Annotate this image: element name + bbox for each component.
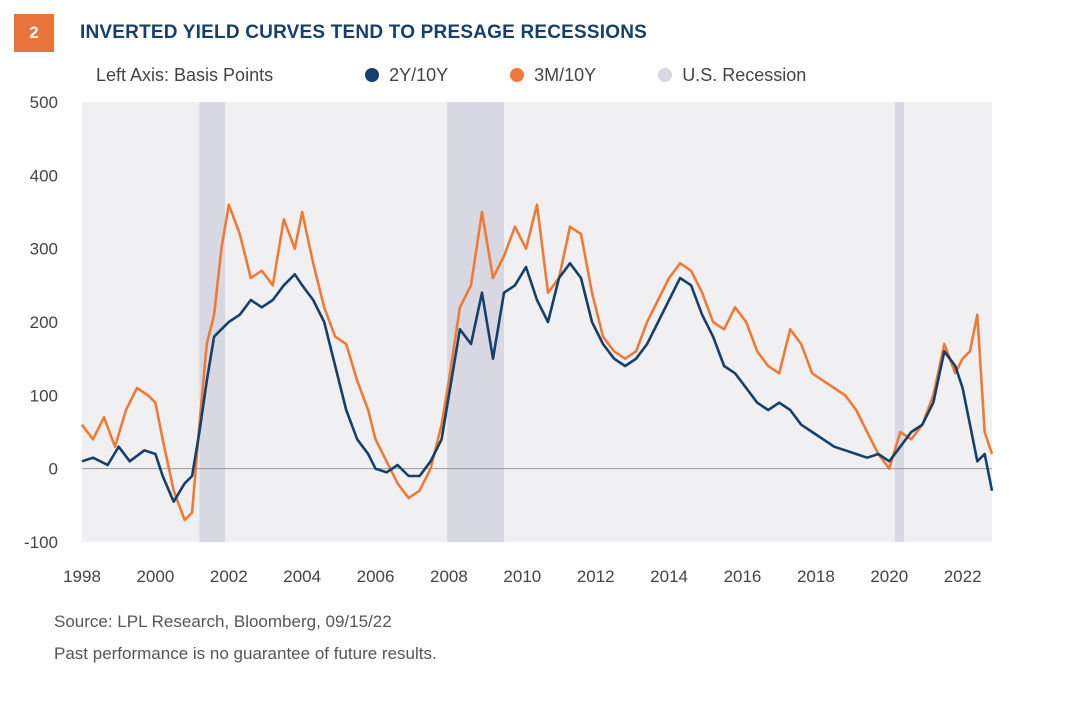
y-tick-label: 200 (30, 313, 58, 332)
x-tick-label: 2000 (136, 567, 174, 586)
x-tick-label: 2014 (650, 567, 688, 586)
series-line-3m10y (80, 203, 994, 522)
x-tick-label: 2022 (944, 567, 982, 586)
legend-swatch-recession (658, 68, 673, 82)
legend-label-3m10y: 3M/10Y (534, 64, 597, 85)
y-tick-label: 400 (30, 166, 58, 185)
x-tick-label: 2020 (870, 567, 908, 586)
source-note: Source: LPL Research, Bloomberg, 09/15/2… (54, 612, 392, 631)
recession-band (894, 102, 904, 542)
y-tick-label: 100 (30, 386, 58, 405)
legend-item-recession: U.S. Recession (658, 65, 806, 86)
x-tick-label: 2006 (357, 567, 395, 586)
legend-swatch-3m10y (510, 68, 525, 82)
chart-title: INVERTED YIELD CURVES TEND TO PRESAGE RE… (80, 22, 648, 43)
x-tick-label: 2012 (577, 567, 615, 586)
x-tick-label: 2002 (210, 567, 248, 586)
x-tick-label: 2018 (797, 567, 835, 586)
x-tick-label: 2016 (724, 567, 762, 586)
x-tick-label: 1998 (63, 567, 101, 586)
legend-item-3m10y: 3M/10Y (510, 65, 596, 86)
legend-swatch-2y10y (365, 68, 380, 82)
y-tick-label: 300 (30, 240, 58, 259)
figure-number-badge: 2 (14, 14, 54, 52)
x-tick-label: 2010 (503, 567, 541, 586)
legend-item-2y10y: 2Y/10Y (365, 65, 448, 86)
x-tick-label: 2004 (283, 567, 321, 586)
y-tick-label: 0 (49, 460, 58, 479)
legend-label-2y10y: 2Y/10Y (389, 64, 449, 85)
y-tick-label: -100 (24, 533, 58, 552)
x-tick-label: 2008 (430, 567, 468, 586)
y-tick-label: 500 (30, 93, 58, 112)
legend: Left Axis: Basis Points 2Y/10Y 3M/10Y U.… (96, 62, 868, 88)
legend-label-recession: U.S. Recession (682, 64, 807, 85)
axis-note: Left Axis: Basis Points (96, 64, 274, 85)
disclaimer-note: Past performance is no guarantee of futu… (54, 644, 437, 663)
series-line-2y10y (81, 261, 994, 504)
